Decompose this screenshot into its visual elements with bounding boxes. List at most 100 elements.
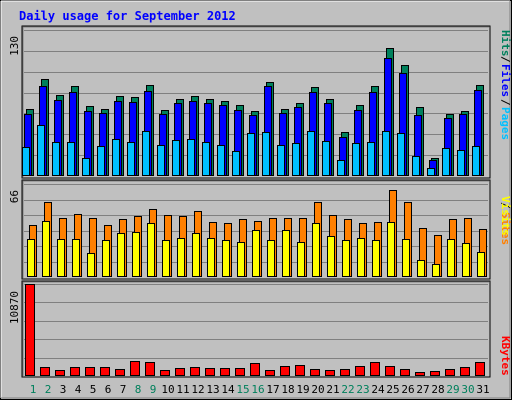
bar-sites-day-20 (312, 223, 320, 277)
bar-kbytes-day-19 (295, 365, 305, 376)
bar-pages-day-31 (472, 146, 480, 176)
bar-pages-day-9 (142, 131, 150, 176)
visits-panel-legend-sep: / (499, 202, 512, 209)
chart-title: Daily usage for September 2012 (19, 9, 236, 23)
day-label-20: 20 (311, 383, 324, 396)
day-label-21: 21 (326, 383, 339, 396)
bar-kbytes-day-17 (265, 370, 275, 376)
day-label-30: 30 (461, 383, 474, 396)
bar-pages-day-3 (52, 142, 60, 176)
hits-panel-legend-sep2: / (499, 99, 512, 106)
bar-pages-day-5 (82, 158, 90, 176)
bar-kbytes-day-4 (70, 367, 80, 376)
bar-sites-day-12 (192, 233, 200, 277)
day-label-8: 8 (135, 383, 142, 396)
day-label-13: 13 (206, 383, 219, 396)
day-label-24: 24 (371, 383, 385, 396)
bar-sites-day-4 (72, 239, 80, 277)
bar-pages-day-20 (307, 131, 315, 176)
bar-kbytes-day-25 (385, 366, 395, 376)
bar-sites-day-2 (42, 221, 50, 277)
bar-pages-day-26 (397, 133, 405, 176)
bar-pages-day-30 (457, 150, 465, 176)
bar-kbytes-day-5 (85, 367, 95, 376)
bar-sites-day-30 (462, 243, 470, 277)
bar-pages-day-2 (37, 125, 45, 176)
bar-kbytes-day-3 (55, 370, 65, 376)
bar-pages-day-24 (367, 142, 375, 176)
bar-kbytes-day-10 (160, 370, 170, 376)
bar-pages-day-18 (277, 145, 285, 176)
hits-panel-max-label: 130 (8, 36, 21, 56)
bar-sites-day-16 (252, 230, 260, 277)
day-label-9: 9 (150, 383, 157, 396)
bar-sites-day-28 (432, 264, 440, 277)
bar-sites-day-27 (417, 260, 425, 277)
legend-pages: Pages (499, 107, 512, 140)
bar-pages-day-4 (67, 142, 75, 176)
bar-kbytes-day-7 (115, 369, 125, 376)
bar-sites-day-21 (327, 236, 335, 277)
bar-pages-day-28 (427, 168, 435, 176)
bar-kbytes-day-2 (40, 367, 50, 376)
kbytes-panel-max-label: 10870 (8, 291, 21, 324)
day-label-5: 5 (90, 383, 97, 396)
bar-sites-day-25 (387, 222, 395, 277)
bar-kbytes-day-28 (430, 371, 440, 376)
bar-pages-day-22 (337, 160, 345, 176)
bar-sites-day-6 (102, 240, 110, 277)
bar-sites-day-31 (477, 252, 485, 277)
legend-files: Files (499, 64, 512, 97)
bar-pages-day-15 (232, 151, 240, 176)
bar-sites-day-18 (282, 230, 290, 277)
bar-kbytes-day-31 (475, 362, 485, 376)
visits-panel-legend-sites: Sites (499, 212, 512, 245)
bar-sites-day-22 (342, 240, 350, 277)
day-label-12: 12 (191, 383, 204, 396)
bar-sites-day-17 (267, 240, 275, 277)
bar-kbytes-day-12 (190, 367, 200, 376)
bar-sites-day-14 (222, 240, 230, 277)
visits-panel-legend-visits: Visits (499, 196, 512, 236)
day-label-15: 15 (236, 383, 249, 396)
bar-kbytes-day-30 (460, 367, 470, 376)
bar-sites-day-10 (162, 240, 170, 277)
bar-pages-day-25 (382, 131, 390, 176)
bar-kbytes-day-11 (175, 368, 185, 376)
day-label-25: 25 (386, 383, 399, 396)
hits-panel-legend-files: Files (499, 64, 512, 97)
bar-kbytes-day-9 (145, 362, 155, 376)
bar-sites-day-13 (207, 238, 215, 277)
bar-pages-day-6 (97, 146, 105, 176)
bar-sites-day-23 (357, 238, 365, 277)
bar-pages-day-12 (187, 139, 195, 176)
kbytes-panel (21, 280, 491, 378)
day-label-2: 2 (45, 383, 52, 396)
bar-sites-day-29 (447, 239, 455, 277)
day-label-18: 18 (281, 383, 294, 396)
bar-pages-day-19 (292, 143, 300, 176)
bar-kbytes-day-15 (235, 368, 245, 376)
day-label-11: 11 (176, 383, 189, 396)
hits-panel-legend-pages: Pages (499, 107, 512, 140)
day-label-29: 29 (446, 383, 459, 396)
day-label-4: 4 (75, 383, 82, 396)
bar-kbytes-day-23 (355, 366, 365, 376)
day-label-26: 26 (401, 383, 414, 396)
bar-kbytes-day-1 (25, 284, 35, 376)
day-label-23: 23 (356, 383, 369, 396)
bar-kbytes-day-16 (250, 363, 260, 376)
day-label-17: 17 (266, 383, 279, 396)
hits-panel-legend-sep1: / (499, 56, 512, 63)
bar-sites-day-1 (27, 239, 35, 277)
bar-sites-day-26 (402, 239, 410, 277)
bar-sites-day-7 (117, 233, 125, 277)
bar-sites-day-24 (372, 240, 380, 277)
bar-kbytes-day-26 (400, 369, 410, 376)
bar-pages-day-10 (157, 145, 165, 176)
bar-sites-day-3 (57, 239, 65, 277)
visits-panel-max-label: 66 (8, 190, 21, 203)
day-label-1: 1 (30, 383, 37, 396)
bar-sites-day-5 (87, 253, 95, 277)
